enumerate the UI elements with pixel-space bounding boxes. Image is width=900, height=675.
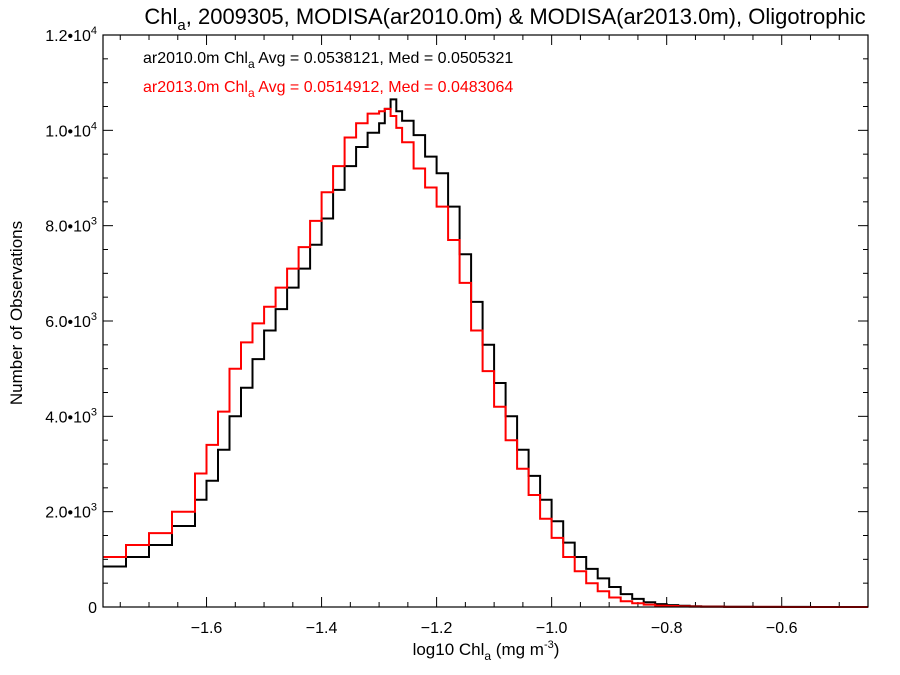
x-axis-title: log10 Chla (mg m-3): [413, 639, 560, 663]
y-axis-title: Number of Observations: [7, 221, 26, 405]
x-tick-label: −0.8: [651, 620, 683, 637]
x-tick-label: −1.2: [421, 620, 453, 637]
y-tick-label: 1.2•104: [45, 25, 97, 45]
legend-entry-ar2013: ar2013.0m Chla Avg = 0.0514912, Med = 0.…: [143, 79, 513, 100]
y-tick-label: 8.0•103: [45, 216, 97, 236]
y-tick-label: 2.0•103: [45, 502, 97, 522]
plot-frame: [102, 34, 869, 608]
chart-title: Chla, 2009305, MODISA(ar2010.0m) & MODIS…: [144, 4, 865, 34]
y-tick-label: 6.0•103: [45, 311, 97, 331]
series-ar2010-line: [103, 98, 868, 608]
x-tick-label: −1.6: [191, 620, 223, 637]
y-tick-label: 0: [88, 600, 97, 617]
series-ar2013-line: [103, 107, 868, 608]
legend-entry-ar2010: ar2010.0m Chla Avg = 0.0538121, Med = 0.…: [143, 50, 513, 71]
y-tick-label: 1.0•104: [45, 120, 97, 140]
x-tick-label: −1.0: [536, 620, 568, 637]
x-tick-label: −1.4: [306, 620, 338, 637]
x-tick-label: −0.6: [766, 620, 798, 637]
y-tick-label: 4.0•103: [45, 406, 97, 426]
